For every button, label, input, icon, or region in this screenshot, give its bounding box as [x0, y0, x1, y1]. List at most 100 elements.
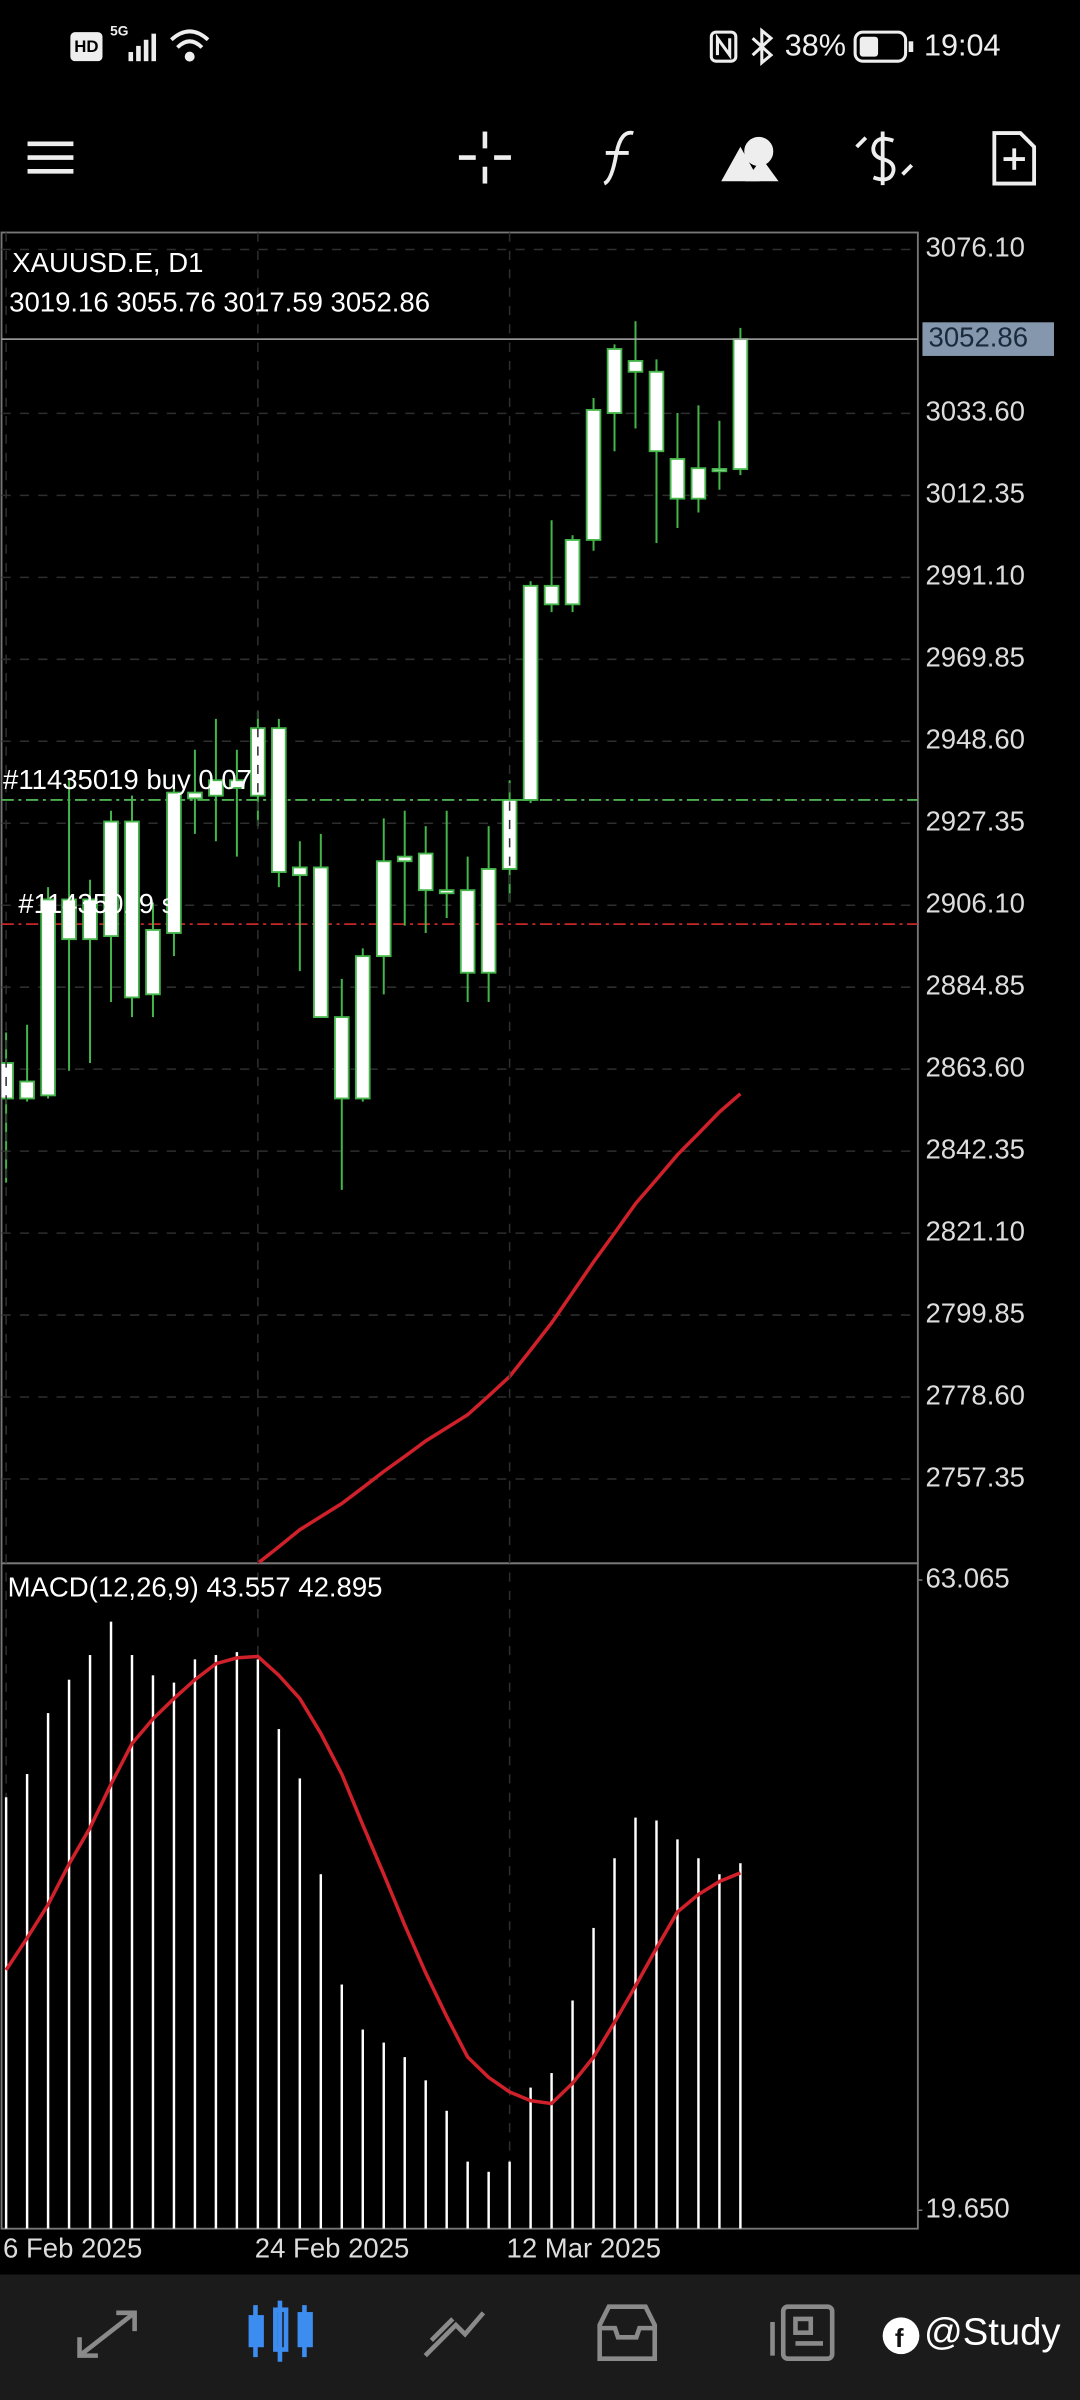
macd-bar: [466, 2161, 469, 2229]
y-tick-label: 3012.35: [925, 478, 1024, 509]
candle-body: [313, 866, 329, 1019]
bluetooth-icon: [751, 27, 774, 66]
wifi-icon: [170, 29, 210, 62]
y-tick-label: 3033.60: [925, 396, 1024, 427]
nav-history[interactable]: [597, 2304, 658, 2361]
y-tick-label: 63.065: [925, 1562, 1009, 1593]
nav-news[interactable]: [770, 2304, 835, 2361]
x-tick-label: 6 Feb 2025: [3, 2232, 142, 2263]
macd-bar: [634, 1817, 637, 2229]
macd-bar: [382, 2042, 385, 2229]
macd-bar: [88, 1655, 92, 2229]
nav-chart[interactable]: [248, 2300, 313, 2362]
macd-bar: [403, 2057, 406, 2229]
macd-plot: [4, 1621, 742, 2229]
current-price-box: [922, 322, 1054, 356]
y-tick-label: 2884.85: [925, 969, 1024, 1000]
new-order-button[interactable]: [992, 131, 1037, 186]
y-tick-label: 2799.85: [925, 1297, 1024, 1328]
macd-bar: [256, 1659, 260, 2229]
candle-body: [501, 799, 518, 870]
x-tick-label: 24 Feb 2025: [255, 2232, 410, 2263]
y-tick-label: 2906.10: [925, 887, 1024, 918]
trade-label: #11435019 buy 0.07: [3, 764, 252, 795]
macd-bar: [25, 1774, 29, 2229]
signal-value: 42.895: [298, 1572, 382, 1603]
macd-bar: [508, 2161, 511, 2229]
macd-bar: [550, 2073, 553, 2229]
y-tick-label: 2842.35: [925, 1133, 1024, 1164]
y-tick-label: 2927.35: [925, 806, 1024, 837]
macd-bar: [340, 1984, 344, 2229]
macd-bar: [4, 1797, 8, 2229]
candle-body: [61, 898, 77, 941]
candle-body: [522, 584, 539, 801]
candle-body: [459, 889, 476, 974]
candle-body: [124, 820, 140, 999]
objects-button[interactable]: [721, 136, 779, 182]
ohlc-line: 3019.16 3055.76 3017.59 3052.86: [9, 287, 430, 318]
y-tick-label: 2757.35: [925, 1461, 1024, 1492]
candle-body: [543, 584, 560, 606]
candle-body: [396, 855, 413, 863]
battery-icon: [853, 30, 914, 63]
macd-bar: [193, 1659, 197, 2229]
candle-body: [585, 409, 602, 541]
macd-bar: [151, 1675, 155, 2229]
indicators-button[interactable]: [603, 130, 634, 186]
ohlc-open: 3019.16: [9, 287, 108, 318]
candle-body: [417, 852, 434, 892]
network-text: 5G: [110, 24, 128, 39]
watermark-logo: [882, 2317, 920, 2355]
watermark-text: @Study: [924, 2310, 1061, 2353]
candle-body: [627, 360, 644, 373]
candle-body: [480, 868, 497, 974]
macd-bar: [130, 1655, 134, 2229]
macd-bar: [718, 1874, 721, 2229]
y-tick-label: 2991.10: [925, 560, 1024, 591]
crosshair-button[interactable]: [458, 131, 511, 184]
nav-trade[interactable]: [423, 2311, 486, 2358]
y-tick-label: 19.650: [925, 2193, 1009, 2224]
candle-body: [606, 348, 623, 414]
hd-text: HD: [74, 37, 98, 56]
macd-bar: [172, 1682, 176, 2229]
clock: 19:04: [924, 28, 1001, 62]
macd-bar: [298, 1778, 302, 2229]
macd-bar: [214, 1655, 218, 2229]
macd-header: MACD(12,26,9) 43.557 42.895: [8, 1572, 383, 1603]
candle-body: [208, 779, 224, 797]
candle-body: [166, 791, 182, 934]
candle-body: [669, 458, 686, 500]
menu-button[interactable]: [27, 141, 74, 174]
y-tick-label: 2969.85: [925, 642, 1024, 673]
nfc-icon: [709, 30, 738, 63]
macd-bar: [571, 2000, 574, 2229]
nav-icons: [77, 2300, 835, 2362]
ohlc-low: 3017.59: [223, 287, 322, 318]
macd-bar: [361, 2029, 364, 2229]
candle-body: [711, 468, 728, 473]
y-tick-label: 2778.60: [925, 1379, 1024, 1410]
candle-body: [103, 820, 119, 938]
candle-body: [40, 898, 56, 1097]
macd-bar: [676, 1839, 679, 2229]
macd-bar: [319, 1874, 323, 2229]
watermark-logo-f: f: [895, 2323, 904, 2353]
macd-bar: [739, 1863, 742, 2229]
candle-body: [564, 539, 581, 606]
candle-body: [333, 1016, 350, 1100]
chart-layer: 3076.10 3033.60 3012.35 2991.10 2969.85 2948.…: [1, 232, 1054, 2263]
status-bar: HD 5G 38% 19:04: [70, 24, 1001, 66]
macd-value: 43.557: [206, 1572, 290, 1603]
trade-button[interactable]: [855, 131, 914, 186]
y-tick-label: 3076.10: [925, 232, 1024, 263]
candle-body: [82, 898, 98, 941]
candle-body: [271, 727, 287, 873]
ohlc-high: 3055.76: [116, 287, 215, 318]
nav-quotes[interactable]: [77, 2310, 137, 2358]
macd-title: MACD(12,26,9): [8, 1572, 199, 1603]
candle-body: [375, 860, 392, 958]
trade-label: #11435019 sl: [18, 888, 181, 919]
